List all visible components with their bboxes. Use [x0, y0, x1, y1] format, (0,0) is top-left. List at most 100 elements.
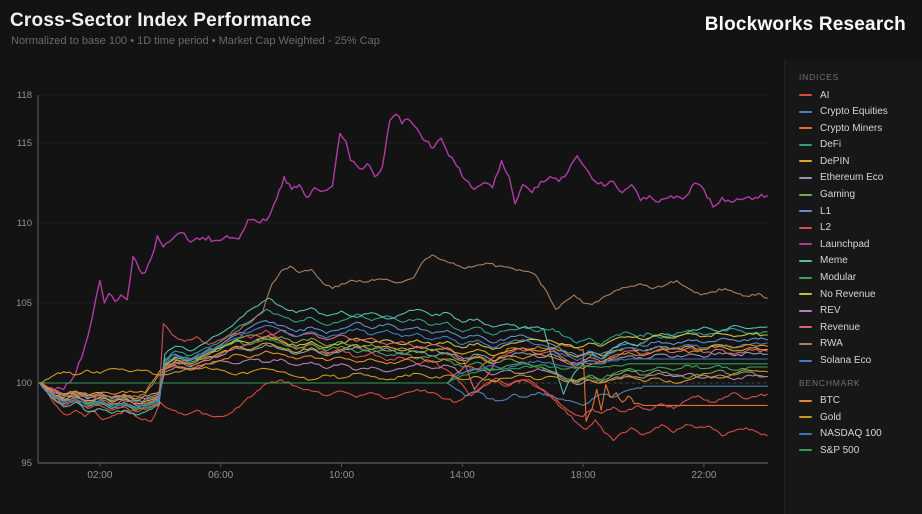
legend-label-rev: REV [820, 305, 841, 317]
x-tick-label-18-00: 18:00 [571, 470, 596, 481]
legend-item-ai[interactable]: AI [799, 89, 914, 101]
legend-item-rev[interactable]: REV [799, 305, 914, 317]
legend-swatch-btc [799, 399, 812, 402]
page-title: Cross-Sector Index Performance [10, 10, 312, 31]
legend-swatch-ethereum-eco [799, 176, 812, 179]
legend-heading-indices: INDICES [799, 72, 840, 82]
legend-label-solana-eco: Solana Eco [820, 355, 872, 366]
legend-list-indices: AI Crypto Equities Crypto Miners DeFi DePIN E… [799, 90, 914, 366]
legend-swatch-nasdaq-100 [799, 432, 812, 435]
series-line-solana-eco [38, 324, 768, 410]
series-line-btc [38, 344, 768, 397]
legend-swatch-defi [799, 143, 812, 146]
series-line-ethereum-eco [38, 344, 768, 403]
y-tick-label-110: 110 [17, 218, 32, 229]
header: Cross-Sector Index Performance Normalize… [0, 0, 922, 56]
legend-swatch-crypto-miners [799, 127, 812, 130]
series-line-crypto-miners [38, 344, 768, 422]
legend-item-launchpad[interactable]: Launchpad [799, 238, 914, 250]
legend-list-benchmark: BTC Gold NASDAQ 100 S&P 500 [799, 395, 914, 456]
performance-chart: 95 100 105 110 115 118 02:00 06:00 10:00 14:00 18:… [16, 90, 768, 481]
legend-swatch-no-revenue [799, 293, 812, 296]
legend-label-ethereum-eco: Ethereum Eco [820, 172, 884, 184]
legend-label-crypto-equities: Crypto Equities [820, 106, 888, 118]
legend-item-l2[interactable]: L2 [799, 222, 914, 234]
legend-swatch-solana-eco [799, 359, 812, 362]
legend-label-meme: Meme [820, 255, 848, 267]
legend-item-gold[interactable]: Gold [799, 411, 914, 423]
legend-item-gaming[interactable]: Gaming [799, 189, 914, 201]
legend-label-rwa: RWA [820, 338, 843, 350]
legend-swatch-l2 [799, 226, 812, 229]
series-line-ai [38, 378, 768, 442]
legend-swatch-l1 [799, 210, 812, 213]
legend-item-defi[interactable]: DeFi [799, 139, 914, 151]
series-line-launchpad [38, 113, 768, 391]
legend-item-btc[interactable]: BTC [799, 395, 914, 406]
legend-item-nasdaq-100[interactable]: NASDAQ 100 [799, 428, 914, 440]
legend-label-revenue: Revenue [820, 321, 861, 333]
x-tick-label-06-00: 06:00 [208, 470, 233, 481]
legend-swatch-gold [799, 416, 812, 419]
legend-label-l2: L2 [820, 222, 832, 234]
legend-swatch-rwa [799, 342, 812, 345]
legend-label-l1: L1 [820, 205, 832, 217]
legend-item-s-p-500[interactable]: S&P 500 [799, 444, 914, 456]
legend-item-no-revenue[interactable]: No Revenue [799, 288, 914, 300]
series-line-gaming [38, 334, 768, 411]
series-line-revenue [38, 329, 768, 406]
series-line-rev [38, 358, 768, 402]
legend-swatch-launchpad [799, 243, 812, 246]
legend-swatch-gaming [799, 193, 812, 196]
series-line-s-p-500 [38, 363, 768, 384]
legend-item-ethereum-eco[interactable]: Ethereum Eco [799, 172, 914, 184]
y-tick-label-100: 100 [16, 378, 32, 389]
legend-swatch-rev [799, 309, 812, 312]
y-tick-label-115: 115 [17, 138, 32, 149]
legend-swatch-meme [799, 259, 812, 262]
legend-swatch-revenue [799, 326, 812, 329]
legend-item-modular[interactable]: Modular [799, 272, 914, 284]
legend-item-crypto-equities[interactable]: Crypto Equities [799, 106, 914, 118]
legend-label-modular: Modular [820, 272, 857, 284]
legend-swatch-depin [799, 160, 812, 163]
legend-item-crypto-miners[interactable]: Crypto Miners [799, 122, 914, 134]
legend-label-launchpad: Launchpad [820, 238, 870, 250]
chart-area: 95 100 105 110 115 118 02:00 06:00 10:00 14:00 18:… [16, 90, 768, 481]
legend-label-defi: DeFi [820, 139, 842, 151]
legend-label-btc: BTC [820, 395, 840, 406]
legend-label-gaming: Gaming [820, 189, 856, 201]
legend-label-depin: DePIN [820, 155, 850, 167]
legend-item-depin[interactable]: DePIN [799, 155, 914, 167]
legend-item-solana-eco[interactable]: Solana Eco [799, 355, 914, 366]
series-line-rwa [38, 254, 768, 400]
x-tick-label-02-00: 02:00 [87, 470, 112, 481]
legend-item-revenue[interactable]: Revenue [799, 321, 914, 333]
series-line-l2 [38, 323, 768, 418]
series-line-meme [38, 297, 768, 416]
y-tick-label-95: 95 [21, 458, 32, 469]
legend-swatch-s-p-500 [799, 449, 812, 452]
legend-item-rwa[interactable]: RWA [799, 338, 914, 350]
series-line-gold [38, 366, 768, 384]
legend-label-s-p-500: S&P 500 [820, 444, 860, 456]
legend-item-l1[interactable]: L1 [799, 205, 914, 217]
y-tick-label-118: 118 [17, 90, 32, 101]
legend-swatch-modular [799, 276, 812, 279]
legend-label-ai: AI [820, 89, 830, 101]
x-tick-label-10-00: 10:00 [329, 470, 354, 481]
legend-swatch-ai [799, 94, 812, 96]
legend-label-gold: Gold [820, 411, 842, 423]
legend-swatch-crypto-equities [799, 110, 812, 113]
legend-panel: INDICES AI Crypto Equities Crypto Miners De… [784, 60, 922, 514]
x-tick-label-14-00: 14:00 [450, 470, 475, 481]
legend-label-crypto-miners: Crypto Miners [820, 122, 883, 134]
x-tick-label-22-00: 22:00 [691, 470, 716, 481]
legend-label-no-revenue: No Revenue [820, 288, 876, 300]
legend-item-meme[interactable]: Meme [799, 255, 914, 267]
y-tick-label-105: 105 [16, 298, 32, 309]
brand-logo: Blockworks Research [704, 14, 906, 35]
chart-subtitle: Normalized to base 100 • 1D time period … [11, 35, 380, 47]
series-line-nasdaq-100 [38, 358, 768, 384]
legend-label-nasdaq-100: NASDAQ 100 [820, 428, 882, 440]
